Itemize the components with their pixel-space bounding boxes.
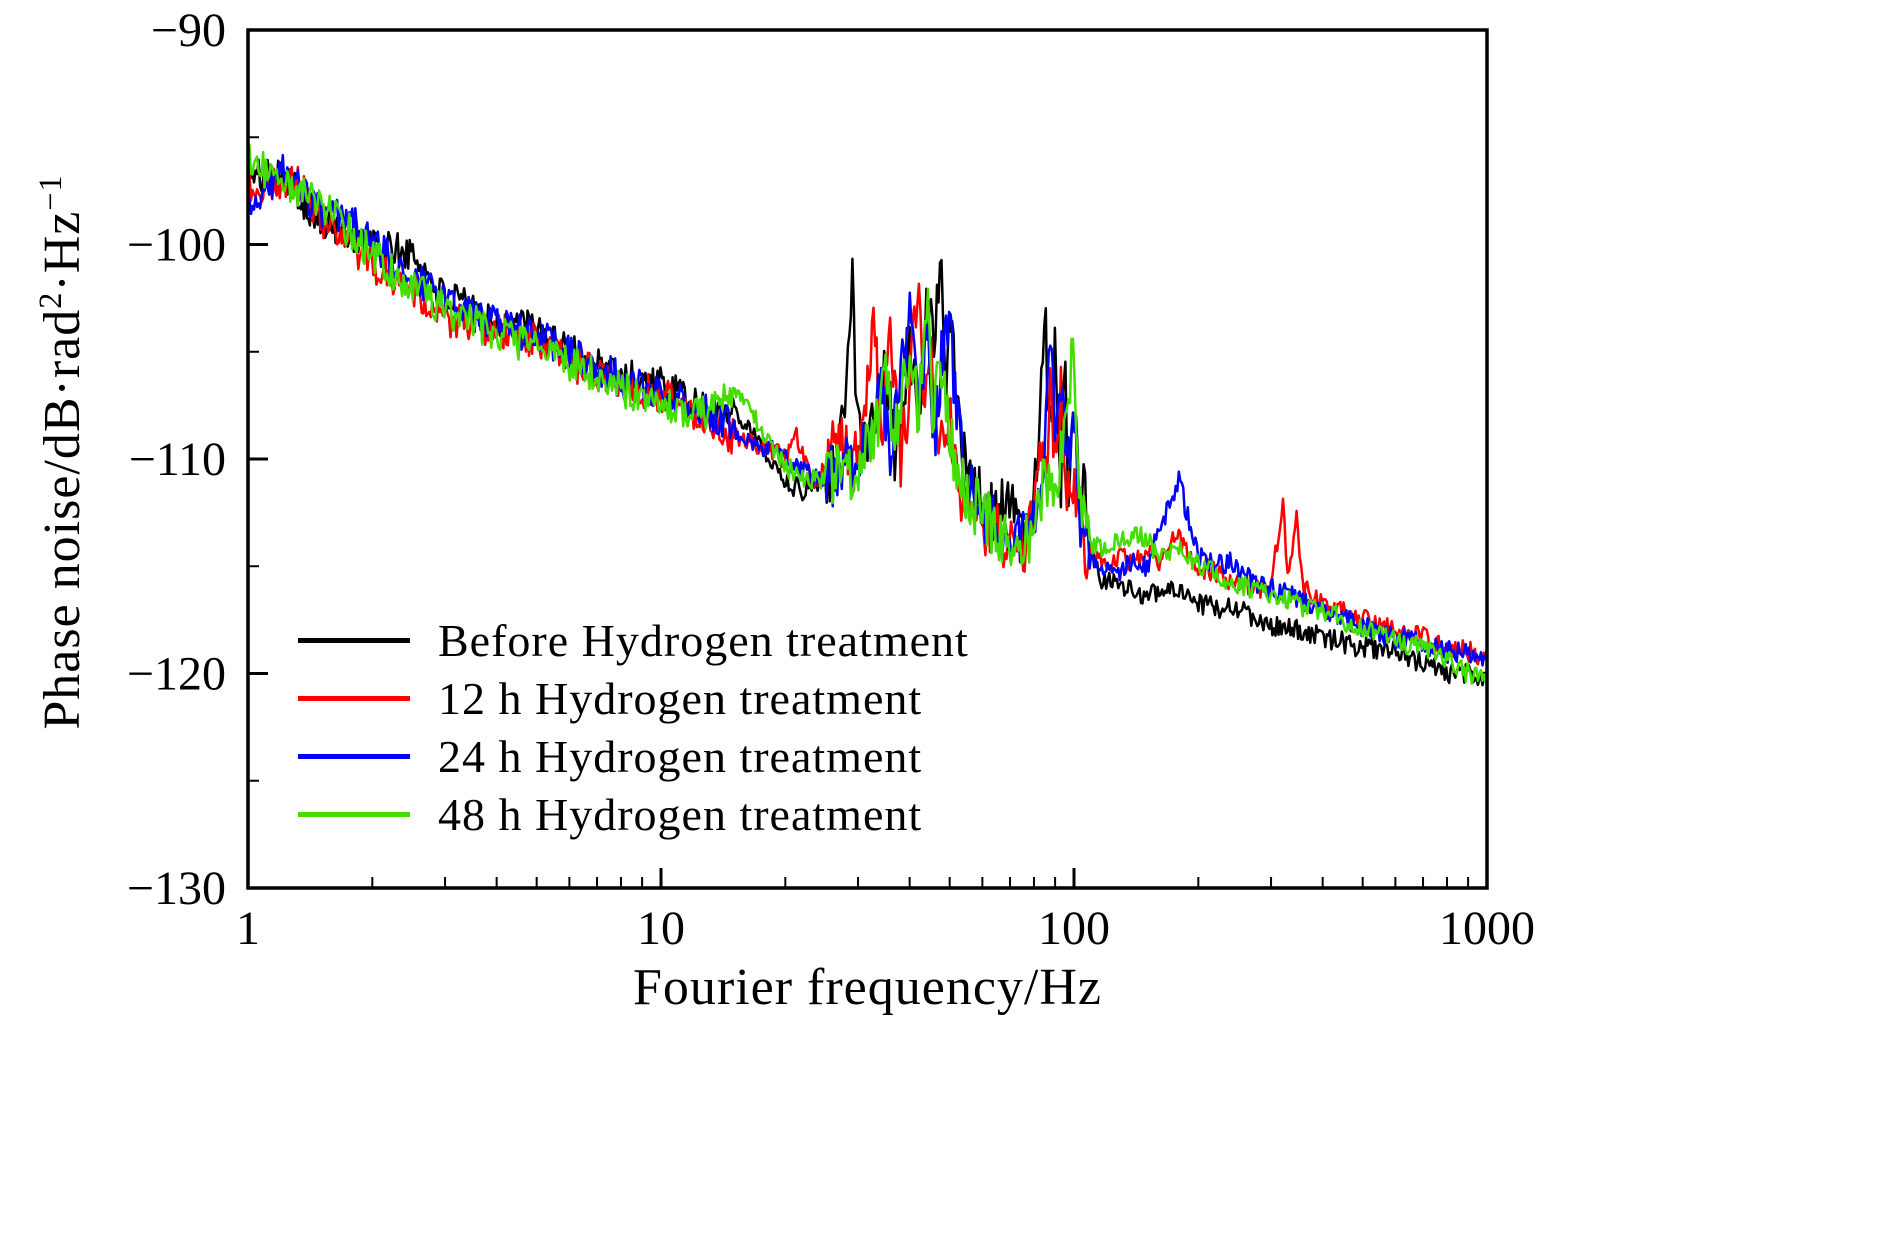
series-line-1 (249, 165, 1486, 666)
x-tick-label: 100 (1038, 902, 1110, 955)
legend-swatch (298, 754, 410, 759)
legend-swatch (298, 638, 410, 643)
y-tick-label: −130 (127, 862, 226, 915)
series-line-3 (249, 144, 1486, 686)
y-axis-title-supm1: −1 (31, 174, 68, 211)
y-tick-label: −120 (127, 648, 226, 701)
y-axis-title: Phase noise/dB·rad2·Hz−1 (32, 174, 92, 729)
legend-item: 24 h Hydrogen treatment (298, 731, 969, 782)
y-axis-title-text: Phase noise/dB·rad (34, 308, 92, 730)
legend-swatch (298, 812, 410, 817)
y-tick-label: −100 (127, 219, 226, 272)
x-tick-label: 1000 (1439, 902, 1535, 955)
y-axis-title-sup2: 2 (31, 291, 68, 309)
x-tick-label: 1 (236, 902, 260, 955)
y-tick-label: −110 (129, 433, 226, 486)
legend-label: 24 h Hydrogen treatment (438, 731, 923, 782)
legend-label: 12 h Hydrogen treatment (438, 673, 923, 724)
y-axis-title-hz: ·Hz (34, 210, 92, 292)
x-tick-label: 10 (637, 902, 685, 955)
legend-item: 48 h Hydrogen treatment (298, 789, 969, 840)
legend-label: Before Hydrogen treatment (438, 615, 969, 666)
y-tick-label: −90 (151, 4, 226, 57)
legend: Before Hydrogen treatment 12 h Hydrogen … (298, 615, 969, 840)
x-axis-title: Fourier frequency/Hz (632, 959, 1103, 1016)
legend-label: 48 h Hydrogen treatment (438, 789, 923, 840)
legend-swatch (298, 696, 410, 701)
series-line-2 (249, 153, 1486, 667)
legend-item: 12 h Hydrogen treatment (298, 673, 969, 724)
legend-item: Before Hydrogen treatment (298, 615, 969, 666)
